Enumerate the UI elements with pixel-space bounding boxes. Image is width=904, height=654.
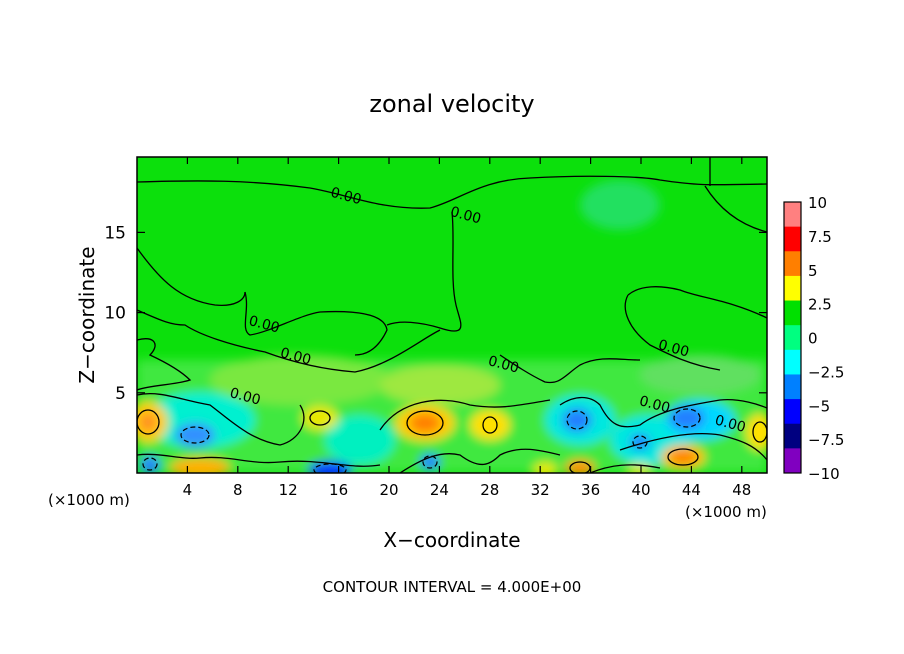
- contour-interval-note: CONTOUR INTERVAL = 4.000E+00: [323, 578, 582, 596]
- colorbar-swatch: [784, 226, 801, 252]
- colorbar-tick-label: 5: [808, 262, 818, 280]
- x-axis: 4 8 12 16 20 24 28 32 36 40 44 48: [183, 157, 751, 499]
- y-axis: 5 10 15: [104, 223, 767, 404]
- plot-area: 0.00 0.00 0.00 0.00 0.00 0.00 0.00 0.00 0.00: [137, 157, 767, 473]
- colorbar-swatch: [784, 275, 801, 302]
- colorbar-swatch: [784, 251, 801, 277]
- colorbar-swatch: [784, 448, 801, 474]
- colorbar-tick-label: 0: [808, 330, 818, 348]
- y-tick-label: 5: [115, 384, 126, 404]
- x-tick-label: 36: [581, 481, 600, 499]
- colorbar-swatch: [784, 300, 801, 326]
- x-tick-label: 44: [682, 481, 701, 499]
- colorbar: 10 7.5 5 2.5 0 −2.5 −5 −7.5 −10: [783, 194, 844, 483]
- colorbar-tick-label: −5: [808, 397, 830, 415]
- contour-label: 0.00: [228, 385, 262, 409]
- colorbar-tick-label: 10: [808, 194, 827, 212]
- x-tick-label: 4: [183, 481, 193, 499]
- colorbar-swatch: [784, 423, 801, 449]
- y-axis-label: Z−coordinate: [75, 246, 99, 383]
- contour-label: 0.00: [449, 204, 483, 228]
- x-tick-label: 32: [531, 481, 550, 499]
- colorbar-tick-label: 2.5: [808, 296, 832, 314]
- contour-label: 0.00: [329, 185, 363, 209]
- colorbar-swatch: [784, 349, 801, 375]
- negative-contours: [142, 408, 701, 473]
- x-tick-label: 24: [430, 481, 449, 499]
- colorbar-tick-label: −10: [808, 465, 840, 483]
- colorbar-tick-label: 7.5: [808, 228, 832, 246]
- y-tick-label: 10: [104, 304, 126, 324]
- x-tick-label: 16: [329, 481, 348, 499]
- colorbar-swatch: [784, 374, 801, 400]
- x-unit-left: (×1000 m): [48, 491, 130, 509]
- contour-label: 0.00: [713, 412, 747, 436]
- colorbar-tick-label: −2.5: [808, 363, 844, 381]
- colorbar-swatch: [784, 325, 801, 351]
- x-tick-label: 40: [631, 481, 650, 499]
- contour-label: 0.00: [278, 345, 312, 369]
- contour-lines: [137, 157, 767, 473]
- colorbar-frame: [783, 201, 802, 474]
- x-tick-label: 48: [732, 481, 751, 499]
- x-tick-label: 12: [279, 481, 298, 499]
- x-tick-label: 8: [233, 481, 243, 499]
- x-unit-right: (×1000 m): [685, 503, 767, 521]
- plot-frame: [136, 156, 768, 474]
- contour-label: 0.00: [486, 353, 520, 377]
- colorbar-tick-label: −7.5: [808, 431, 844, 449]
- contour-label: 0.00: [656, 337, 690, 361]
- colorbar-swatch: [784, 399, 801, 425]
- x-tick-label: 20: [379, 481, 398, 499]
- x-tick-label: 28: [480, 481, 499, 499]
- y-tick-label: 15: [104, 223, 126, 243]
- chart-title: zonal velocity: [369, 90, 534, 118]
- x-axis-label: X−coordinate: [383, 528, 520, 552]
- contour-label: 0.00: [247, 313, 281, 337]
- colorbar-swatch: [784, 202, 801, 228]
- contour-label: 0.00: [638, 393, 672, 417]
